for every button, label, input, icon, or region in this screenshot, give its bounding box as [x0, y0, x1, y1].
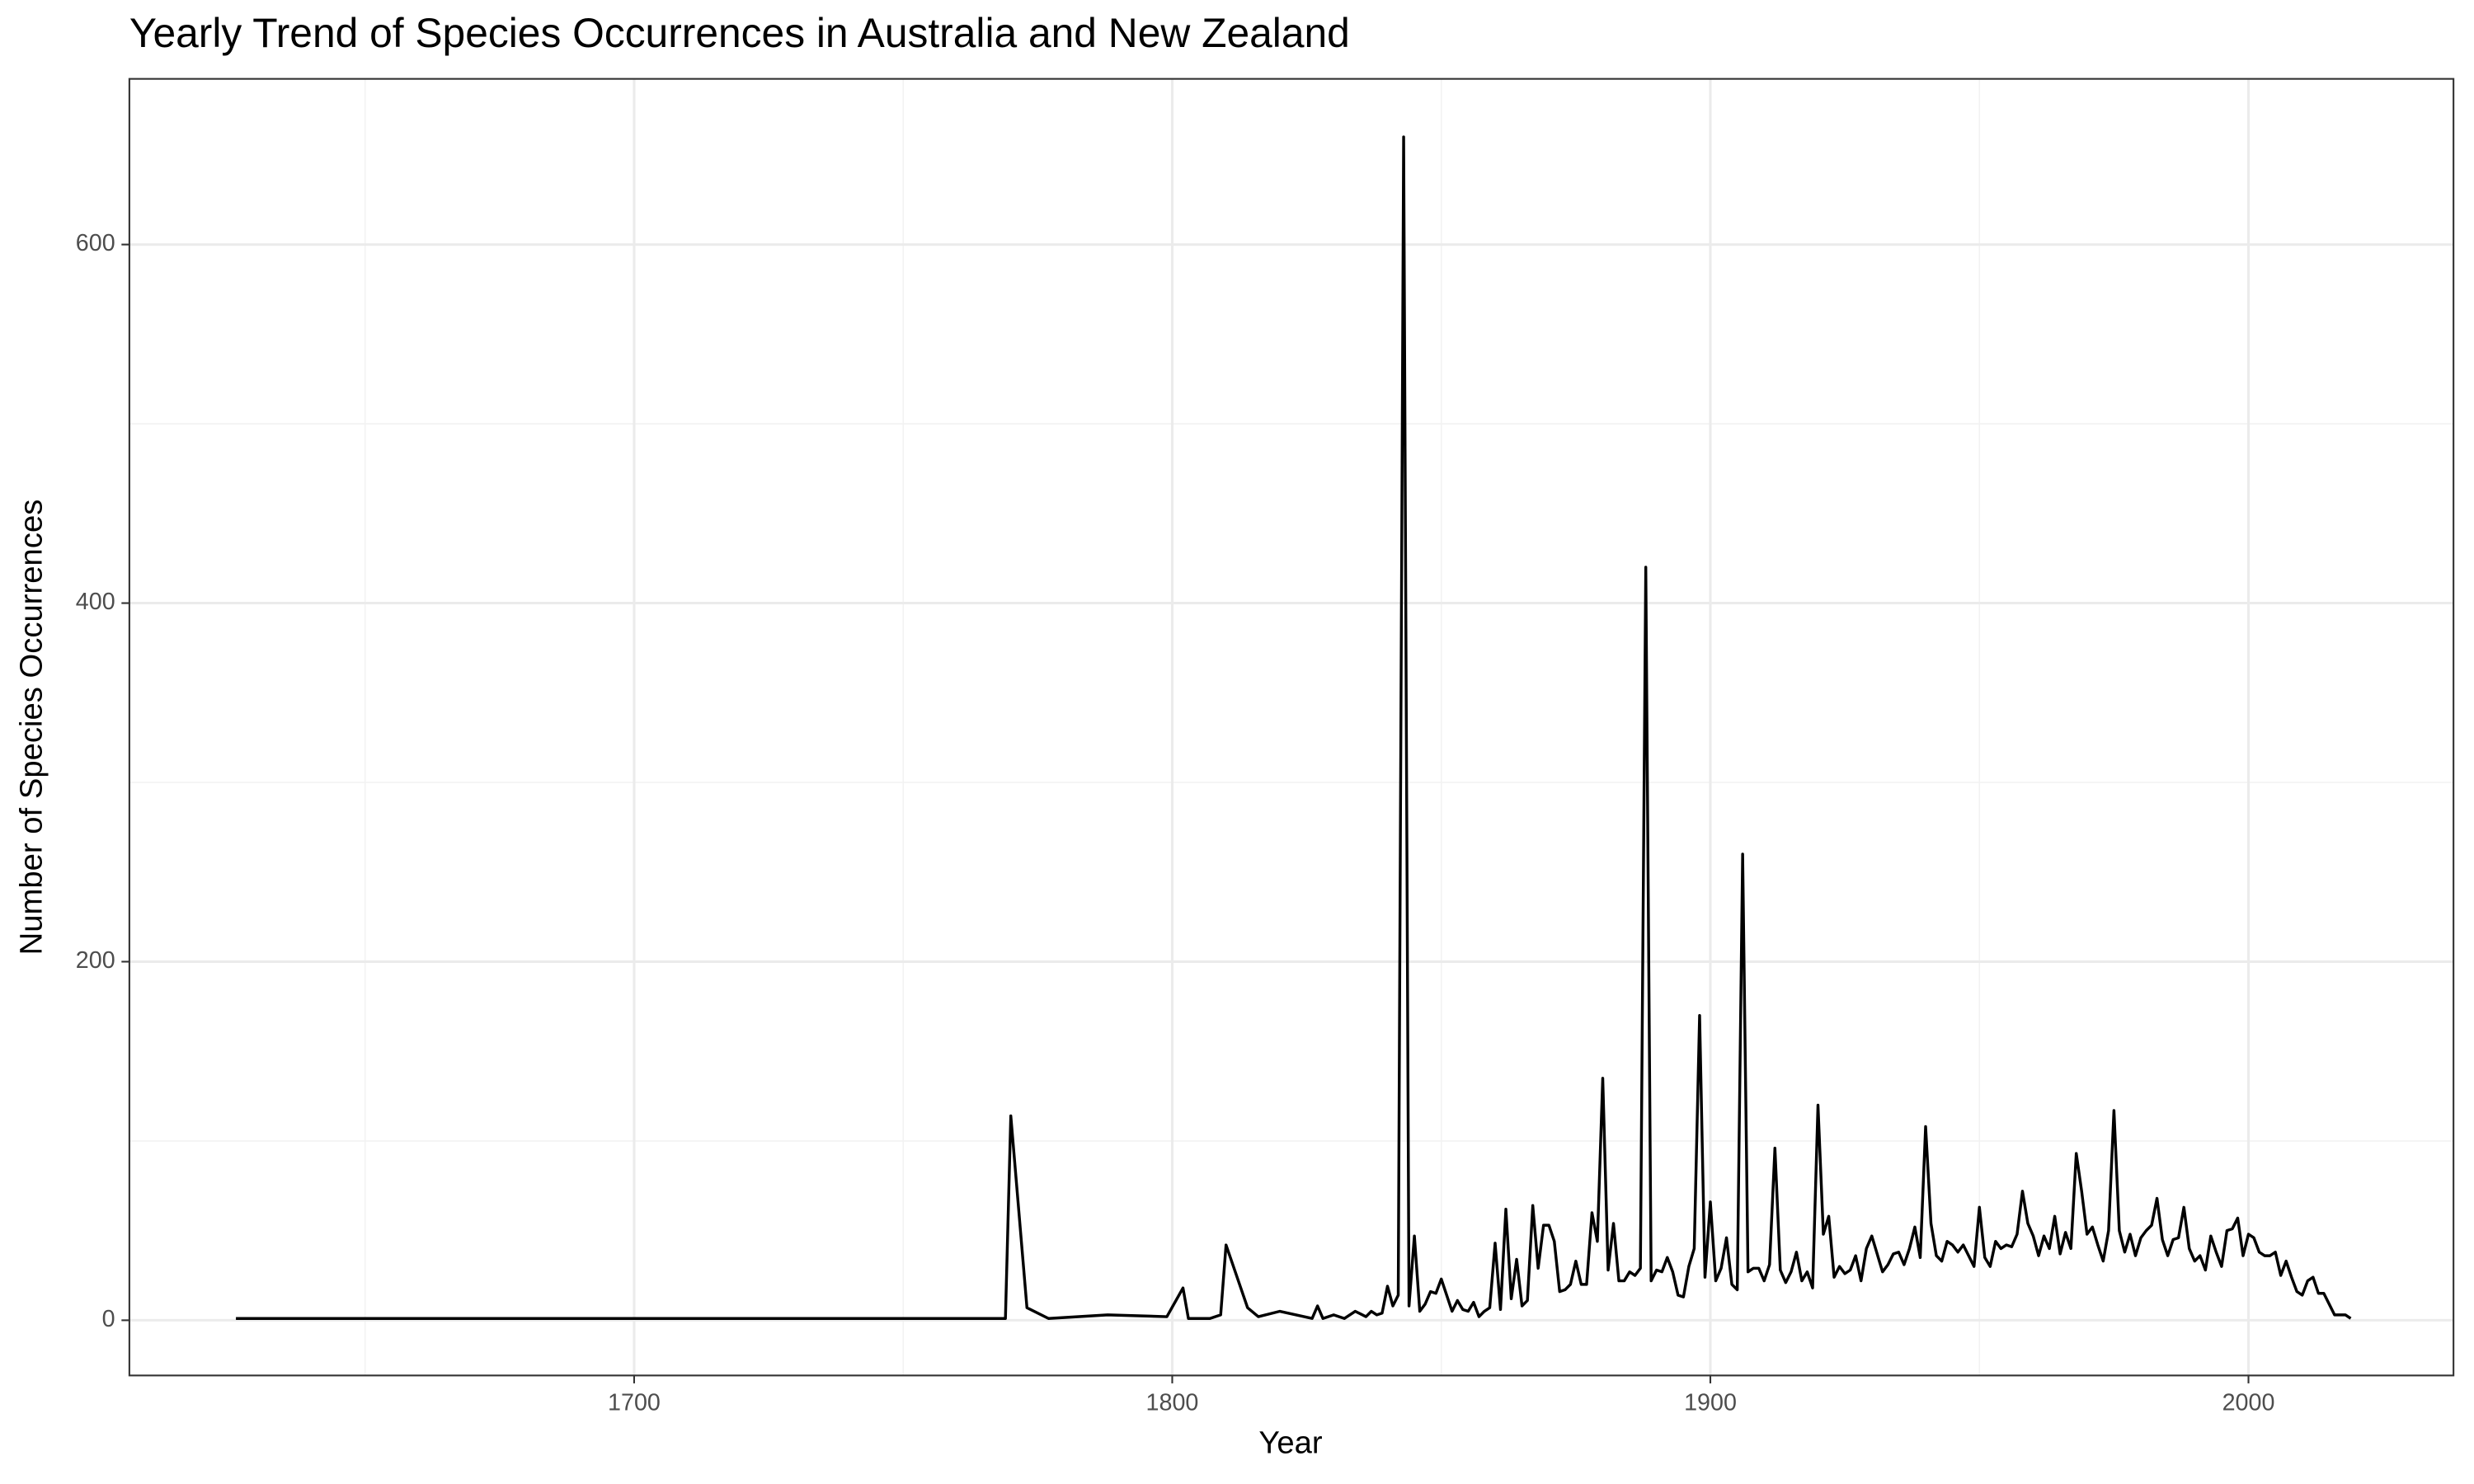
y-tick-label: 200: [76, 947, 115, 974]
y-axis-label: Number of Species Occurrences: [13, 500, 49, 956]
y-tick-label: 600: [76, 230, 115, 256]
chart-title: Yearly Trend of Species Occurrences in A…: [129, 10, 1350, 56]
x-tick-label: 2000: [2222, 1389, 2275, 1416]
panel-border: [128, 77, 2455, 1377]
data-line: [236, 135, 2352, 1320]
x-tick-label: 1900: [1684, 1389, 1737, 1416]
x-axis-label: Year: [1258, 1425, 1323, 1461]
y-tick-label: 400: [76, 589, 115, 615]
y-tick-label: 0: [102, 1306, 115, 1332]
x-tick-label: 1800: [1146, 1389, 1199, 1416]
plot-area: [236, 135, 2352, 1320]
grid: [129, 78, 2454, 1376]
x-tick-label: 1700: [608, 1389, 661, 1416]
